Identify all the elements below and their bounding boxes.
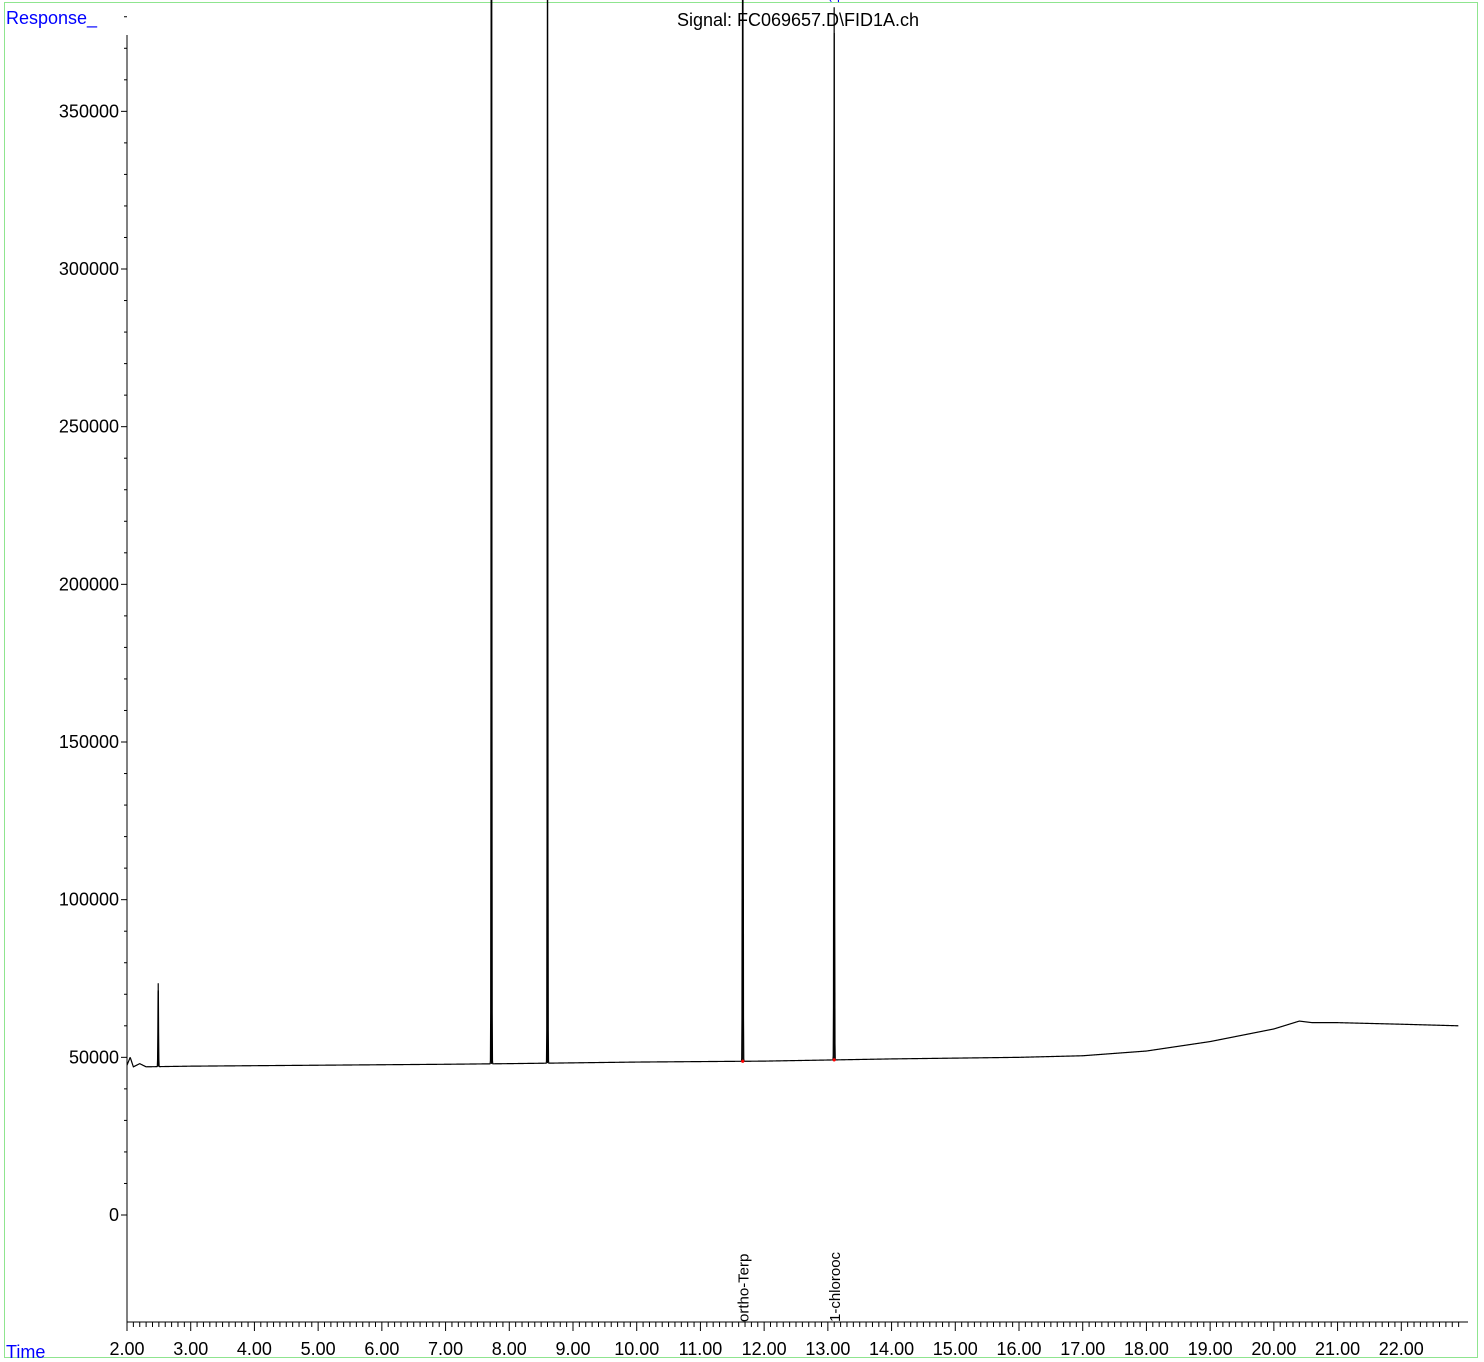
x-tick-label: 14.00 [869, 1339, 914, 1359]
x-tick-label: 19.00 [1188, 1339, 1233, 1359]
labels: Signal: FC069657.D\FID1A.ch Response_ Ti… [6, 8, 919, 1362]
y-tick-label: 0 [109, 1205, 119, 1225]
signal-trace-group: 11.664ortho-Terp13.0991-chlorooc [126, 0, 1459, 1322]
x-tick-label: 17.00 [1060, 1339, 1105, 1359]
x-tick-label: 5.00 [301, 1339, 336, 1359]
x-tick-label: 20.00 [1251, 1339, 1296, 1359]
y-tick-label: 50000 [69, 1047, 119, 1067]
x-tick-label: 16.00 [996, 1339, 1041, 1359]
y-tick-label: 200000 [59, 574, 119, 594]
compound-label: ortho-Terp [736, 1254, 753, 1322]
x-tick-label: 18.00 [1124, 1339, 1169, 1359]
plot-frame [4, 2, 1478, 1358]
x-tick-label: 7.00 [428, 1339, 463, 1359]
peak-rt-label: 13.099 [826, 0, 843, 3]
x-tick-label: 15.00 [933, 1339, 978, 1359]
x-axis-label: Time [6, 1342, 45, 1362]
x-tick-label: 10.00 [614, 1339, 659, 1359]
x-tick-label: 6.00 [364, 1339, 399, 1359]
x-tick-label: 13.00 [805, 1339, 850, 1359]
x-tick-label: 11.00 [679, 1339, 723, 1359]
y-tick-label: 100000 [59, 890, 119, 910]
x-tick-label: 9.00 [555, 1339, 590, 1359]
y-axis-label: Response_ [6, 8, 98, 29]
x-tick-label: 4.00 [237, 1339, 272, 1359]
signal-trace [126, 0, 1459, 1068]
x-tick-label: 3.00 [173, 1339, 208, 1359]
peak-marker [832, 1058, 836, 1062]
peak-marker [741, 1059, 745, 1063]
x-tick-label: 2.00 [109, 1339, 144, 1359]
y-tick-label: 350000 [59, 101, 119, 121]
x-tick-label: 12.00 [742, 1339, 787, 1359]
x-tick-label: 21.00 [1315, 1339, 1360, 1359]
y-tick-label: 250000 [59, 417, 119, 437]
axes: 0 50000 100000 150000 200000 250000 300000 3500… [59, 16, 1468, 1359]
chart-title: Signal: FC069657.D\FID1A.ch [677, 10, 919, 30]
x-tick-label: 8.00 [492, 1339, 527, 1359]
x-tick-label: 22.00 [1379, 1339, 1424, 1359]
compound-label: 1-chlorooc [827, 1251, 844, 1322]
y-tick-label: 300000 [59, 259, 119, 279]
y-tick-label: 150000 [59, 732, 119, 752]
